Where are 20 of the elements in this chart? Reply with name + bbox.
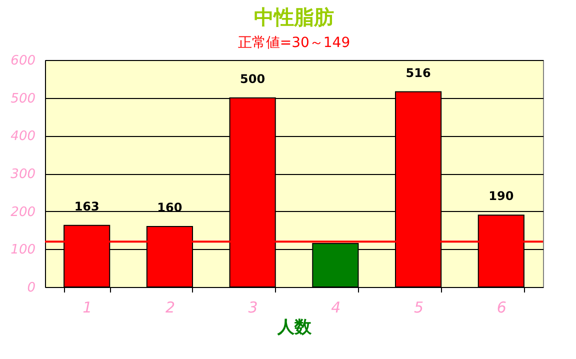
x-tick-label: 2 bbox=[165, 298, 175, 316]
x-tick-label: 1 bbox=[82, 298, 92, 316]
x-tick-label: 6 bbox=[496, 298, 506, 316]
y-tick-label: 0 bbox=[27, 280, 36, 296]
y-tick-label: 500 bbox=[10, 91, 36, 106]
text: 正常値=30～149 bbox=[238, 35, 350, 51]
x-tick-label: 4 bbox=[331, 298, 341, 316]
data-label: 190 bbox=[488, 189, 514, 204]
x-tick-label: 5 bbox=[414, 298, 424, 316]
x-axis-title: 人数 bbox=[276, 318, 312, 338]
data-label: 500 bbox=[240, 72, 266, 86]
y-tick-label: 200 bbox=[10, 204, 36, 220]
y-tick-label: 600 bbox=[10, 54, 36, 68]
data-label: 516 bbox=[406, 66, 431, 80]
y-tick-label: 400 bbox=[10, 129, 36, 144]
data-label: 163 bbox=[74, 199, 100, 214]
chart-title: 中性脂肪 bbox=[254, 5, 334, 29]
y-tick-label: 100 bbox=[10, 242, 36, 258]
y-tick-label: 300 bbox=[10, 167, 36, 182]
x-tick-label: 3 bbox=[248, 298, 258, 316]
